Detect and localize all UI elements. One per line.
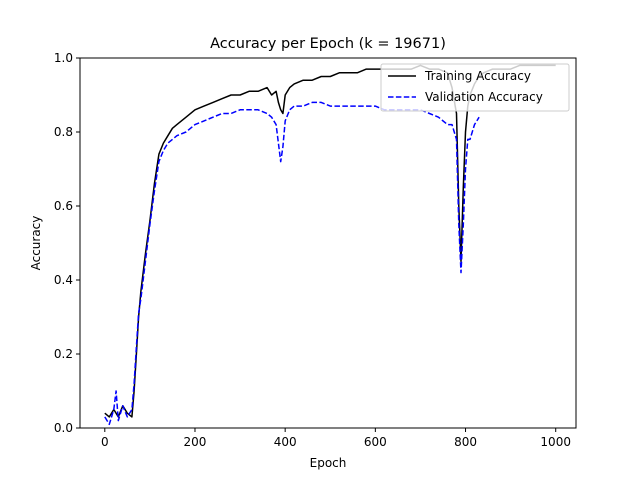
y-axis-label: Accuracy <box>29 216 43 271</box>
x-axis-label: Epoch <box>310 456 347 470</box>
axes-frame <box>79 57 577 429</box>
x-tick-label: 600 <box>364 435 387 449</box>
legend-label-training: Training Accuracy <box>424 69 531 83</box>
chart-title: Accuracy per Epoch (k = 19671) <box>210 36 446 52</box>
legend: Training Accuracy Validation Accuracy <box>380 63 570 112</box>
y-tick-label: 0.8 <box>54 125 73 139</box>
x-tick-label: 1000 <box>540 435 571 449</box>
series-line-validation <box>104 101 480 426</box>
y-tick-label: 0.0 <box>54 421 73 435</box>
y-tick-label: 0.4 <box>54 273 73 287</box>
x-tick-label: 0 <box>101 435 109 449</box>
legend-label-validation: Validation Accuracy <box>425 90 543 104</box>
x-tick-label: 200 <box>184 435 207 449</box>
x-tick-label: 800 <box>454 435 477 449</box>
y-tick-label: 1.0 <box>54 51 73 65</box>
y-axis: 0.0 0.2 0.4 0.6 0.8 1.0 <box>54 51 80 435</box>
y-tick-label: 0.6 <box>54 199 73 213</box>
x-tick-label: 400 <box>274 435 297 449</box>
x-axis: 0 200 400 600 800 1000 <box>101 428 571 449</box>
y-tick-label: 0.2 <box>54 347 73 361</box>
legend-box <box>380 63 570 112</box>
